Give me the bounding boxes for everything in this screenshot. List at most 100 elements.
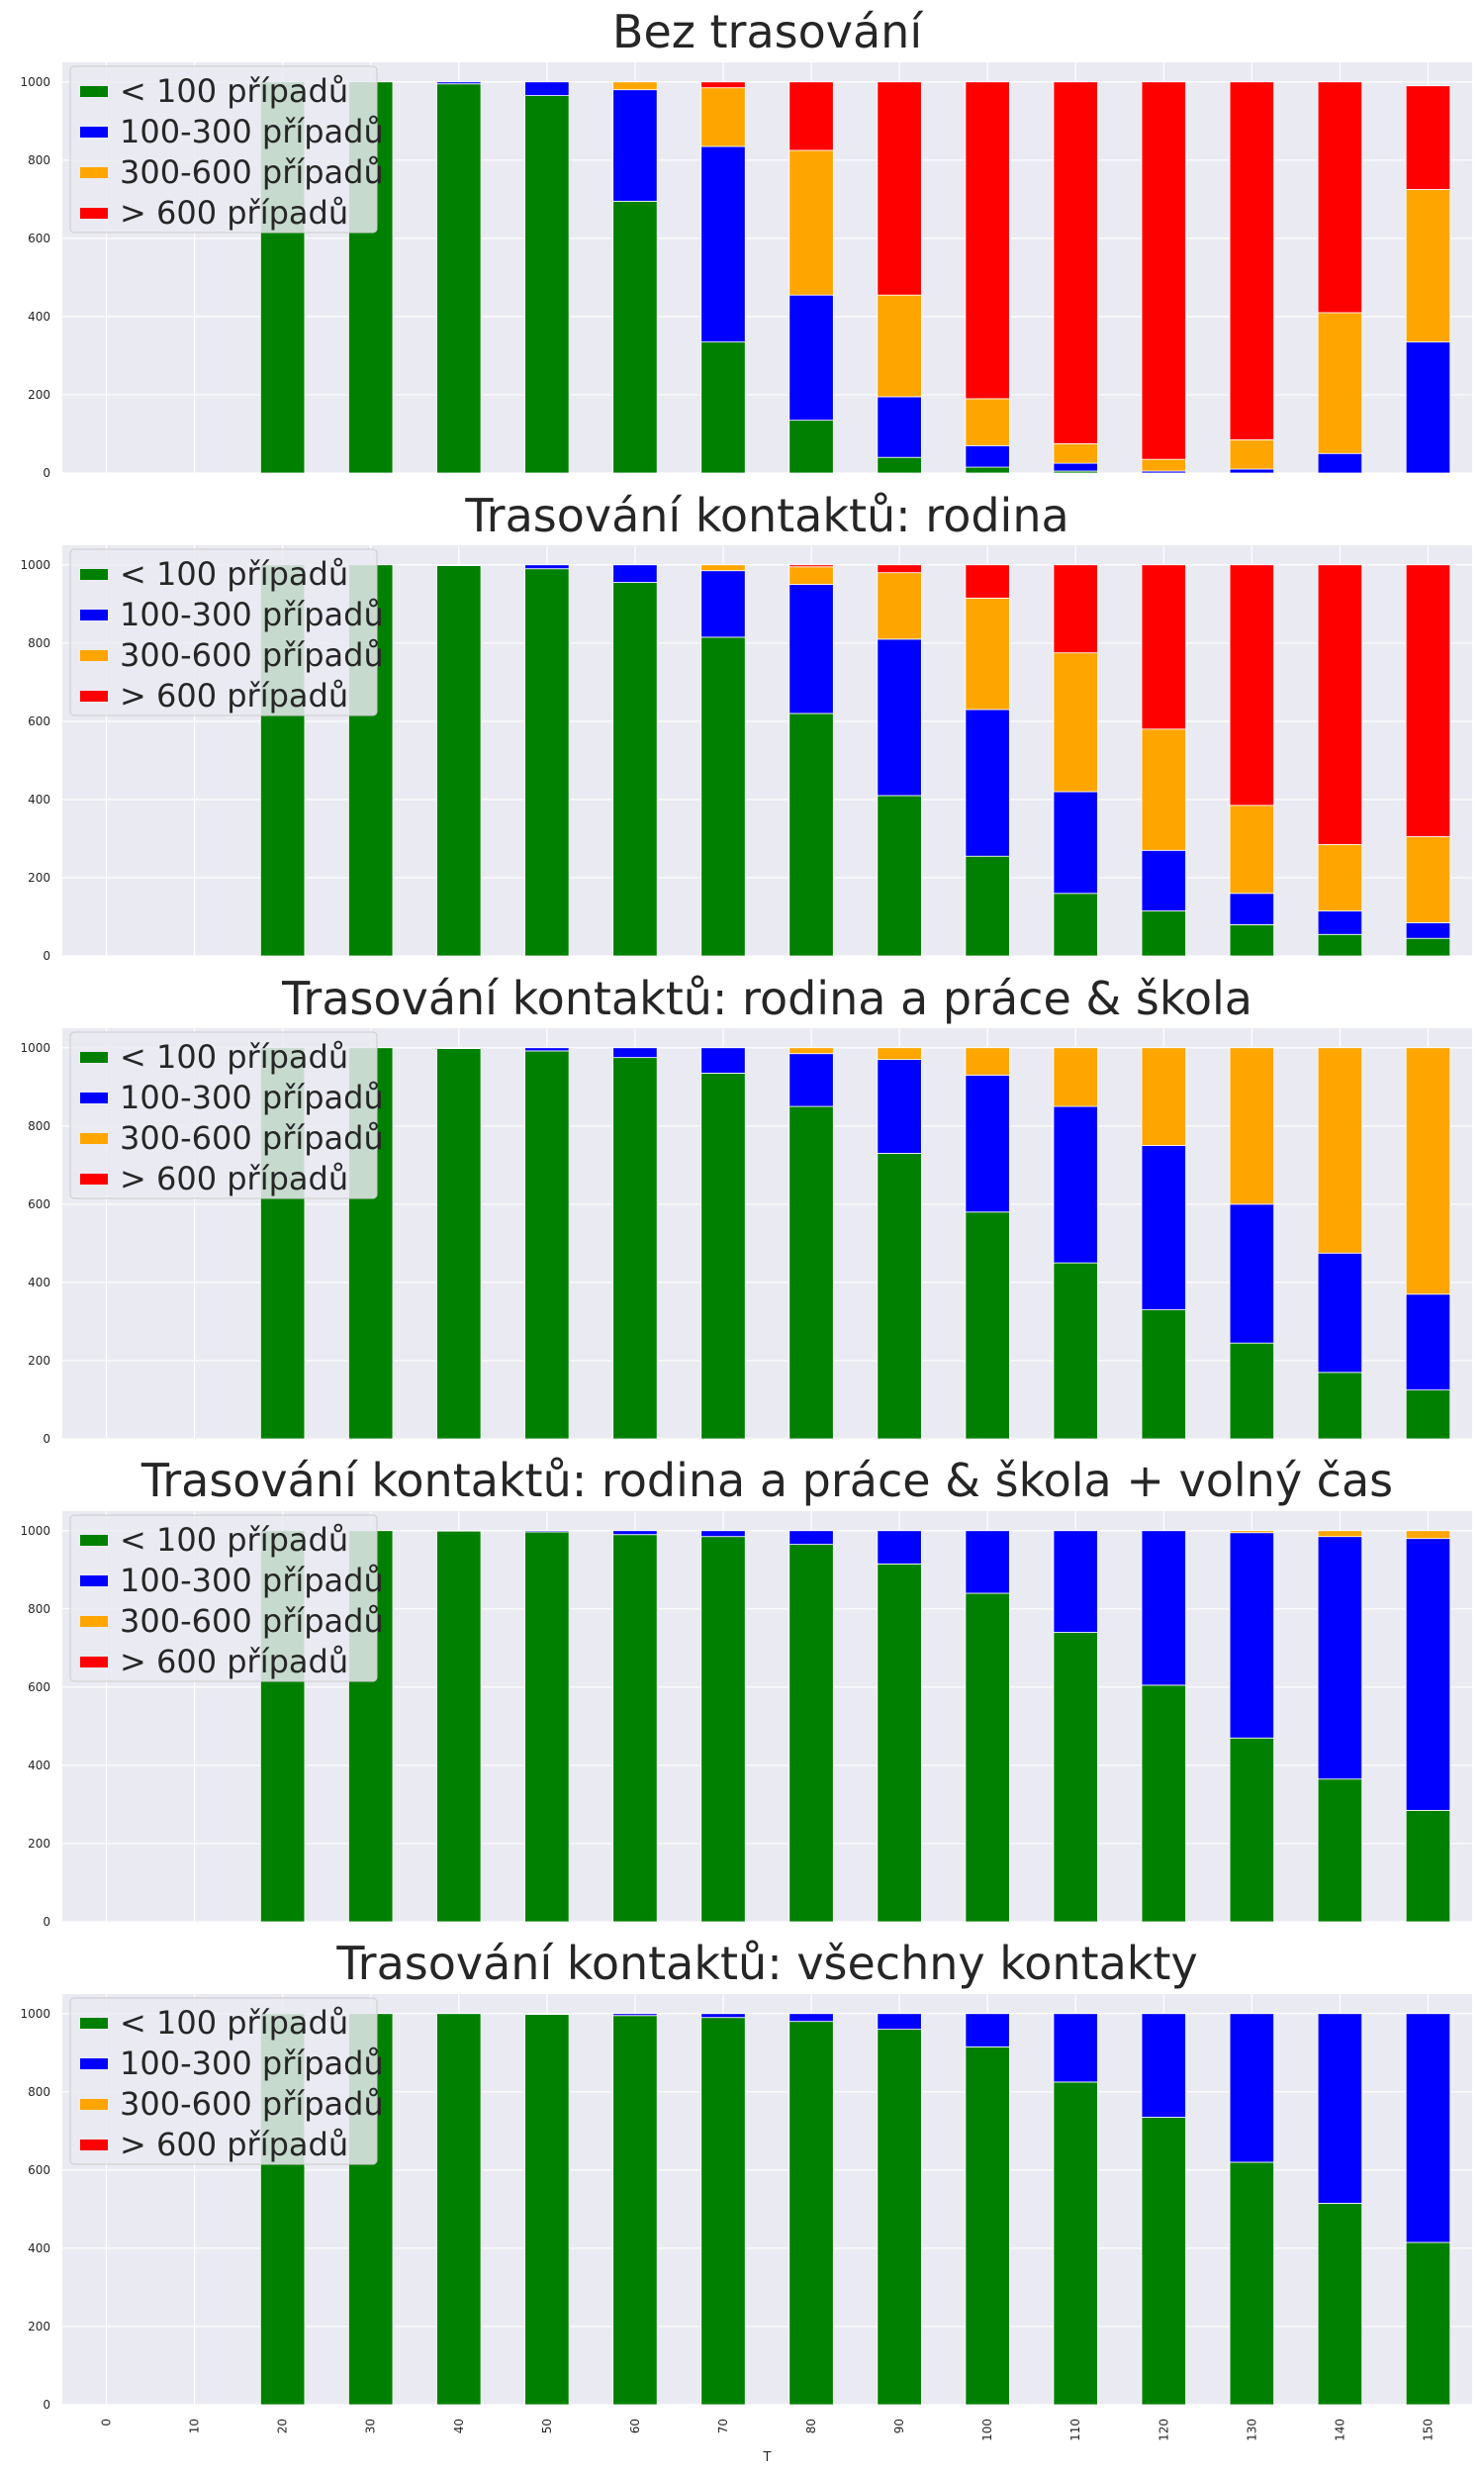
bar-segment [700,636,746,957]
bar-segment [877,1530,922,1565]
bar-segment [1405,922,1451,939]
bar-segment [788,2013,834,2023]
bar-segment [700,1536,746,1923]
bar-segment [788,1047,834,1055]
legend-swatch [80,1052,108,1063]
bar-segment [1405,2013,1451,2243]
bar-segment [877,2013,922,2030]
y-tick-label: 600 [28,2163,50,2177]
bar-segment [612,1057,658,1440]
bar-segment [965,1211,1010,1440]
bar-segment [877,795,922,957]
bar-segment [1053,1047,1098,1107]
bar-segment [1141,1530,1186,1686]
bar-segment [1141,1145,1186,1310]
chart-panel-2: Trasování kontaktů: rodina 0 200 400 600 800 1… [20,489,1472,963]
bar-segment [788,149,834,296]
y-tick-label: 400 [28,1759,50,1772]
legend-swatch [80,2018,108,2029]
bar-segment [1317,1778,1363,1923]
x-axis-label: T [763,2450,772,2465]
legend-swatch [80,1575,108,1586]
bar-segment [788,294,834,422]
x-tick-label: 90 [892,2419,906,2433]
bar-segment [612,200,658,474]
bar-segment [877,396,922,458]
bar-segment [700,1073,746,1440]
y-tick-label: 200 [28,871,50,885]
y-tick-label: 0 [43,1915,50,1929]
bar-segment [1141,458,1186,472]
bar-segment [1317,81,1363,314]
bar-segment [1053,2013,1098,2083]
legend-swatch [80,1616,108,1627]
y-tick-label: 200 [28,2320,50,2333]
bar-segment [1141,2013,1186,2118]
bar-segment [436,1048,482,1440]
legend-box [69,65,378,234]
bar-segment [524,2013,570,2015]
bar-segment [788,81,834,151]
bar-segment [1141,81,1186,460]
y-tick-label: 0 [43,949,50,963]
bar-segment [1317,1047,1363,1254]
bar-segment [877,456,922,474]
bar-segment [965,1047,1010,1076]
bar-segment [1229,1047,1275,1205]
bar-segment [436,1530,482,1923]
bar-segment [1317,933,1363,957]
y-tick-label: 200 [28,1354,50,1368]
bar-segment [1405,85,1451,190]
legend-label: 100-300 případů [120,1079,384,1116]
bar-segment [965,398,1010,446]
bar-segment [1053,1105,1098,1264]
chart-title: Trasování kontaktů: všechny kontakty [335,1937,1197,1990]
y-tick-label: 800 [28,2085,50,2099]
chart-title: Bez trasování [612,5,923,58]
bar-segment [1141,1047,1186,1146]
x-tick-label: 30 [364,2419,378,2433]
bar-segment [524,81,570,96]
bar-segment [524,2014,570,2406]
bar-segment [1141,564,1186,730]
bar-segment [1317,312,1363,454]
legend-label: < 100 případů [120,2004,348,2042]
bar-segment [1053,893,1098,957]
legend-swatch [80,167,108,178]
bar-segment [1053,442,1098,464]
y-tick-label: 1000 [20,2007,50,2021]
legend-label: 100-300 případů [120,1562,384,1599]
bar-segment [965,1075,1010,1213]
y-tick-label: 400 [28,793,50,807]
legend-label: > 600 případů [120,2126,348,2163]
chart-title: Trasování kontaktů: rodina [464,489,1068,542]
bar-segment [1229,2013,1275,2163]
y-tick-label: 0 [43,466,50,480]
x-tick-label: 80 [804,2419,818,2433]
legend-swatch [80,2099,108,2110]
bar-segment [877,2029,922,2406]
bar-segment [436,2013,482,2406]
bar-segment [1229,468,1275,474]
bar-segment [965,2046,1010,2406]
legend-box [69,548,378,716]
bar-segment [877,564,922,574]
bar-segment [1229,564,1275,807]
bar-segment [436,83,482,474]
bar-segment [788,1053,834,1107]
bar-segment [1405,2241,1451,2406]
bar-segment [1317,1536,1363,1780]
bar-segment [1053,1262,1098,1440]
y-tick-label: 600 [28,1197,50,1211]
bar-segment [700,2017,746,2406]
bar-segment [1405,1293,1451,1390]
bar-segment [965,466,1010,474]
bar-segment [1317,452,1363,474]
legend-label: 300-600 případů [120,1602,384,1640]
y-tick-label: 0 [43,1432,50,1446]
legend-label: < 100 případů [120,1521,348,1559]
legend-swatch [80,2058,108,2069]
